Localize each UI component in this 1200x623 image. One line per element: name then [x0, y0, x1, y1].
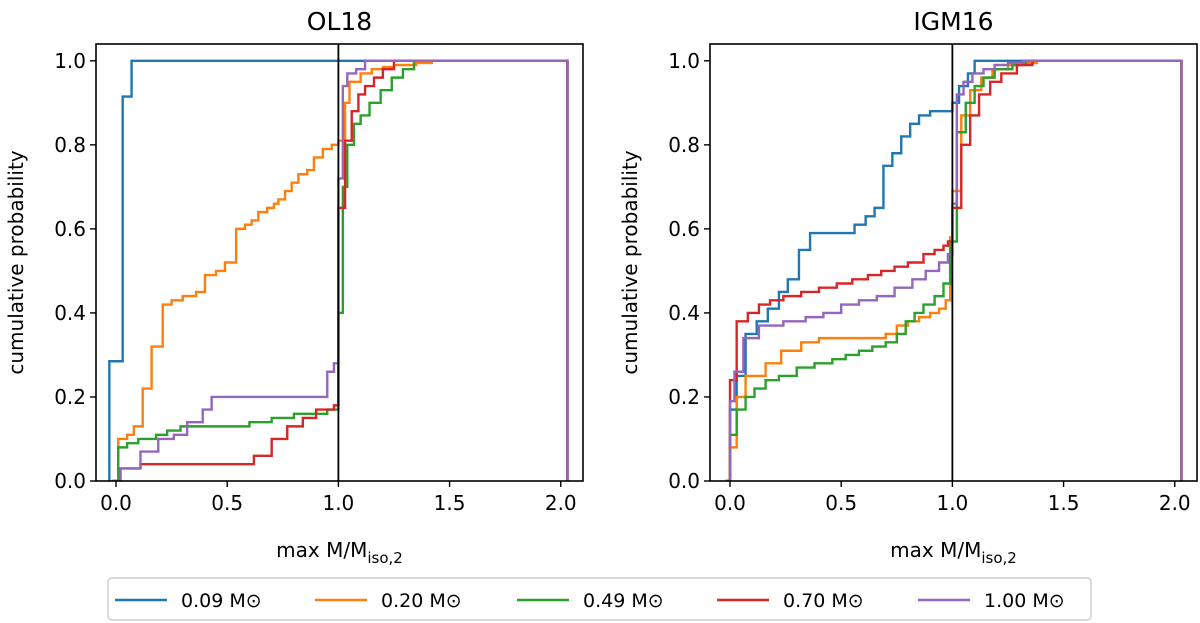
x-axis-label-sub: iso,2	[981, 549, 1016, 567]
legend-label-1: 0.20 M⊙	[381, 590, 462, 612]
x-axis-label-main: max M/M	[276, 538, 367, 562]
x-tick-label: 1.5	[434, 491, 466, 515]
panel-ol18: OL18 0.0 0.5 1.0 1.5 2.0 0.0 0.2 0.4 0.6 0.8 1.0 max…	[4, 7, 584, 567]
y-tick-label: 0.2	[54, 385, 86, 409]
y-tick-label: 0.4	[54, 301, 86, 325]
y-tick-label: 0.0	[54, 469, 86, 493]
x-axis-label: max M/Miso,2	[890, 538, 1017, 567]
y-tick-label: 0.2	[668, 385, 700, 409]
x-axis-label-main: max M/M	[890, 538, 981, 562]
legend-label-0: 0.09 M⊙	[181, 590, 262, 612]
y-tick-label: 1.0	[54, 49, 86, 73]
series-group	[108, 59, 569, 481]
x-tick-label: 0.5	[825, 491, 857, 515]
series-group	[725, 59, 1183, 481]
legend-label-2: 0.49 M⊙	[583, 590, 664, 612]
legend-label-3: 0.70 M⊙	[783, 590, 864, 612]
series-line-1-00-m	[725, 59, 1183, 481]
series-line-0-20-m	[111, 59, 569, 481]
x-tick-label: 1.0	[322, 491, 354, 515]
x-tick-label: 1.0	[936, 491, 968, 515]
y-axis-label: cumulative probability	[618, 150, 642, 374]
x-tick-label: 1.5	[1048, 491, 1080, 515]
series-line-0-70-m	[113, 59, 569, 481]
y-tick-label: 0.8	[54, 133, 86, 157]
series-line-1-00-m	[113, 59, 569, 481]
y-tick-label: 0.6	[54, 217, 86, 241]
chart-title: IGM16	[913, 7, 993, 36]
x-tick-label: 2.0	[545, 491, 577, 515]
y-tick-label: 1.0	[668, 49, 700, 73]
chart-title: OL18	[307, 7, 372, 36]
x-axis-label-sub: iso,2	[367, 549, 402, 567]
series-line-0-09-m	[725, 59, 1183, 481]
x-tick-label: 2.0	[1159, 491, 1191, 515]
y-tick-label: 0.6	[668, 217, 700, 241]
panel-igm16: IGM16 0.0 0.5 1.0 1.5 2.0 0.0 0.2 0.4 0.6 0.8 1.0 ma…	[618, 7, 1198, 567]
series-line-0-70-m	[725, 59, 1183, 481]
y-axis-label: cumulative probability	[4, 150, 28, 374]
plot-frame	[95, 43, 584, 482]
x-tick-label: 0.0	[100, 491, 132, 515]
y-tick-label: 0.8	[668, 133, 700, 157]
x-tick-label: 0.5	[211, 491, 243, 515]
y-tick-label: 0.4	[668, 301, 700, 325]
series-line-0-49-m	[725, 59, 1183, 481]
series-line-0-20-m	[725, 59, 1183, 481]
x-axis-label: max M/Miso,2	[276, 538, 403, 567]
legend-box	[107, 577, 1092, 621]
plot-frame	[709, 43, 1198, 482]
y-tick-label: 0.0	[668, 469, 700, 493]
x-tick-label: 0.0	[714, 491, 746, 515]
legend: 0.09 M⊙ 0.20 M⊙ 0.49 M⊙ 0.70 M⊙ 1.00 M⊙	[107, 577, 1092, 621]
legend-label-4: 1.00 M⊙	[984, 590, 1065, 612]
